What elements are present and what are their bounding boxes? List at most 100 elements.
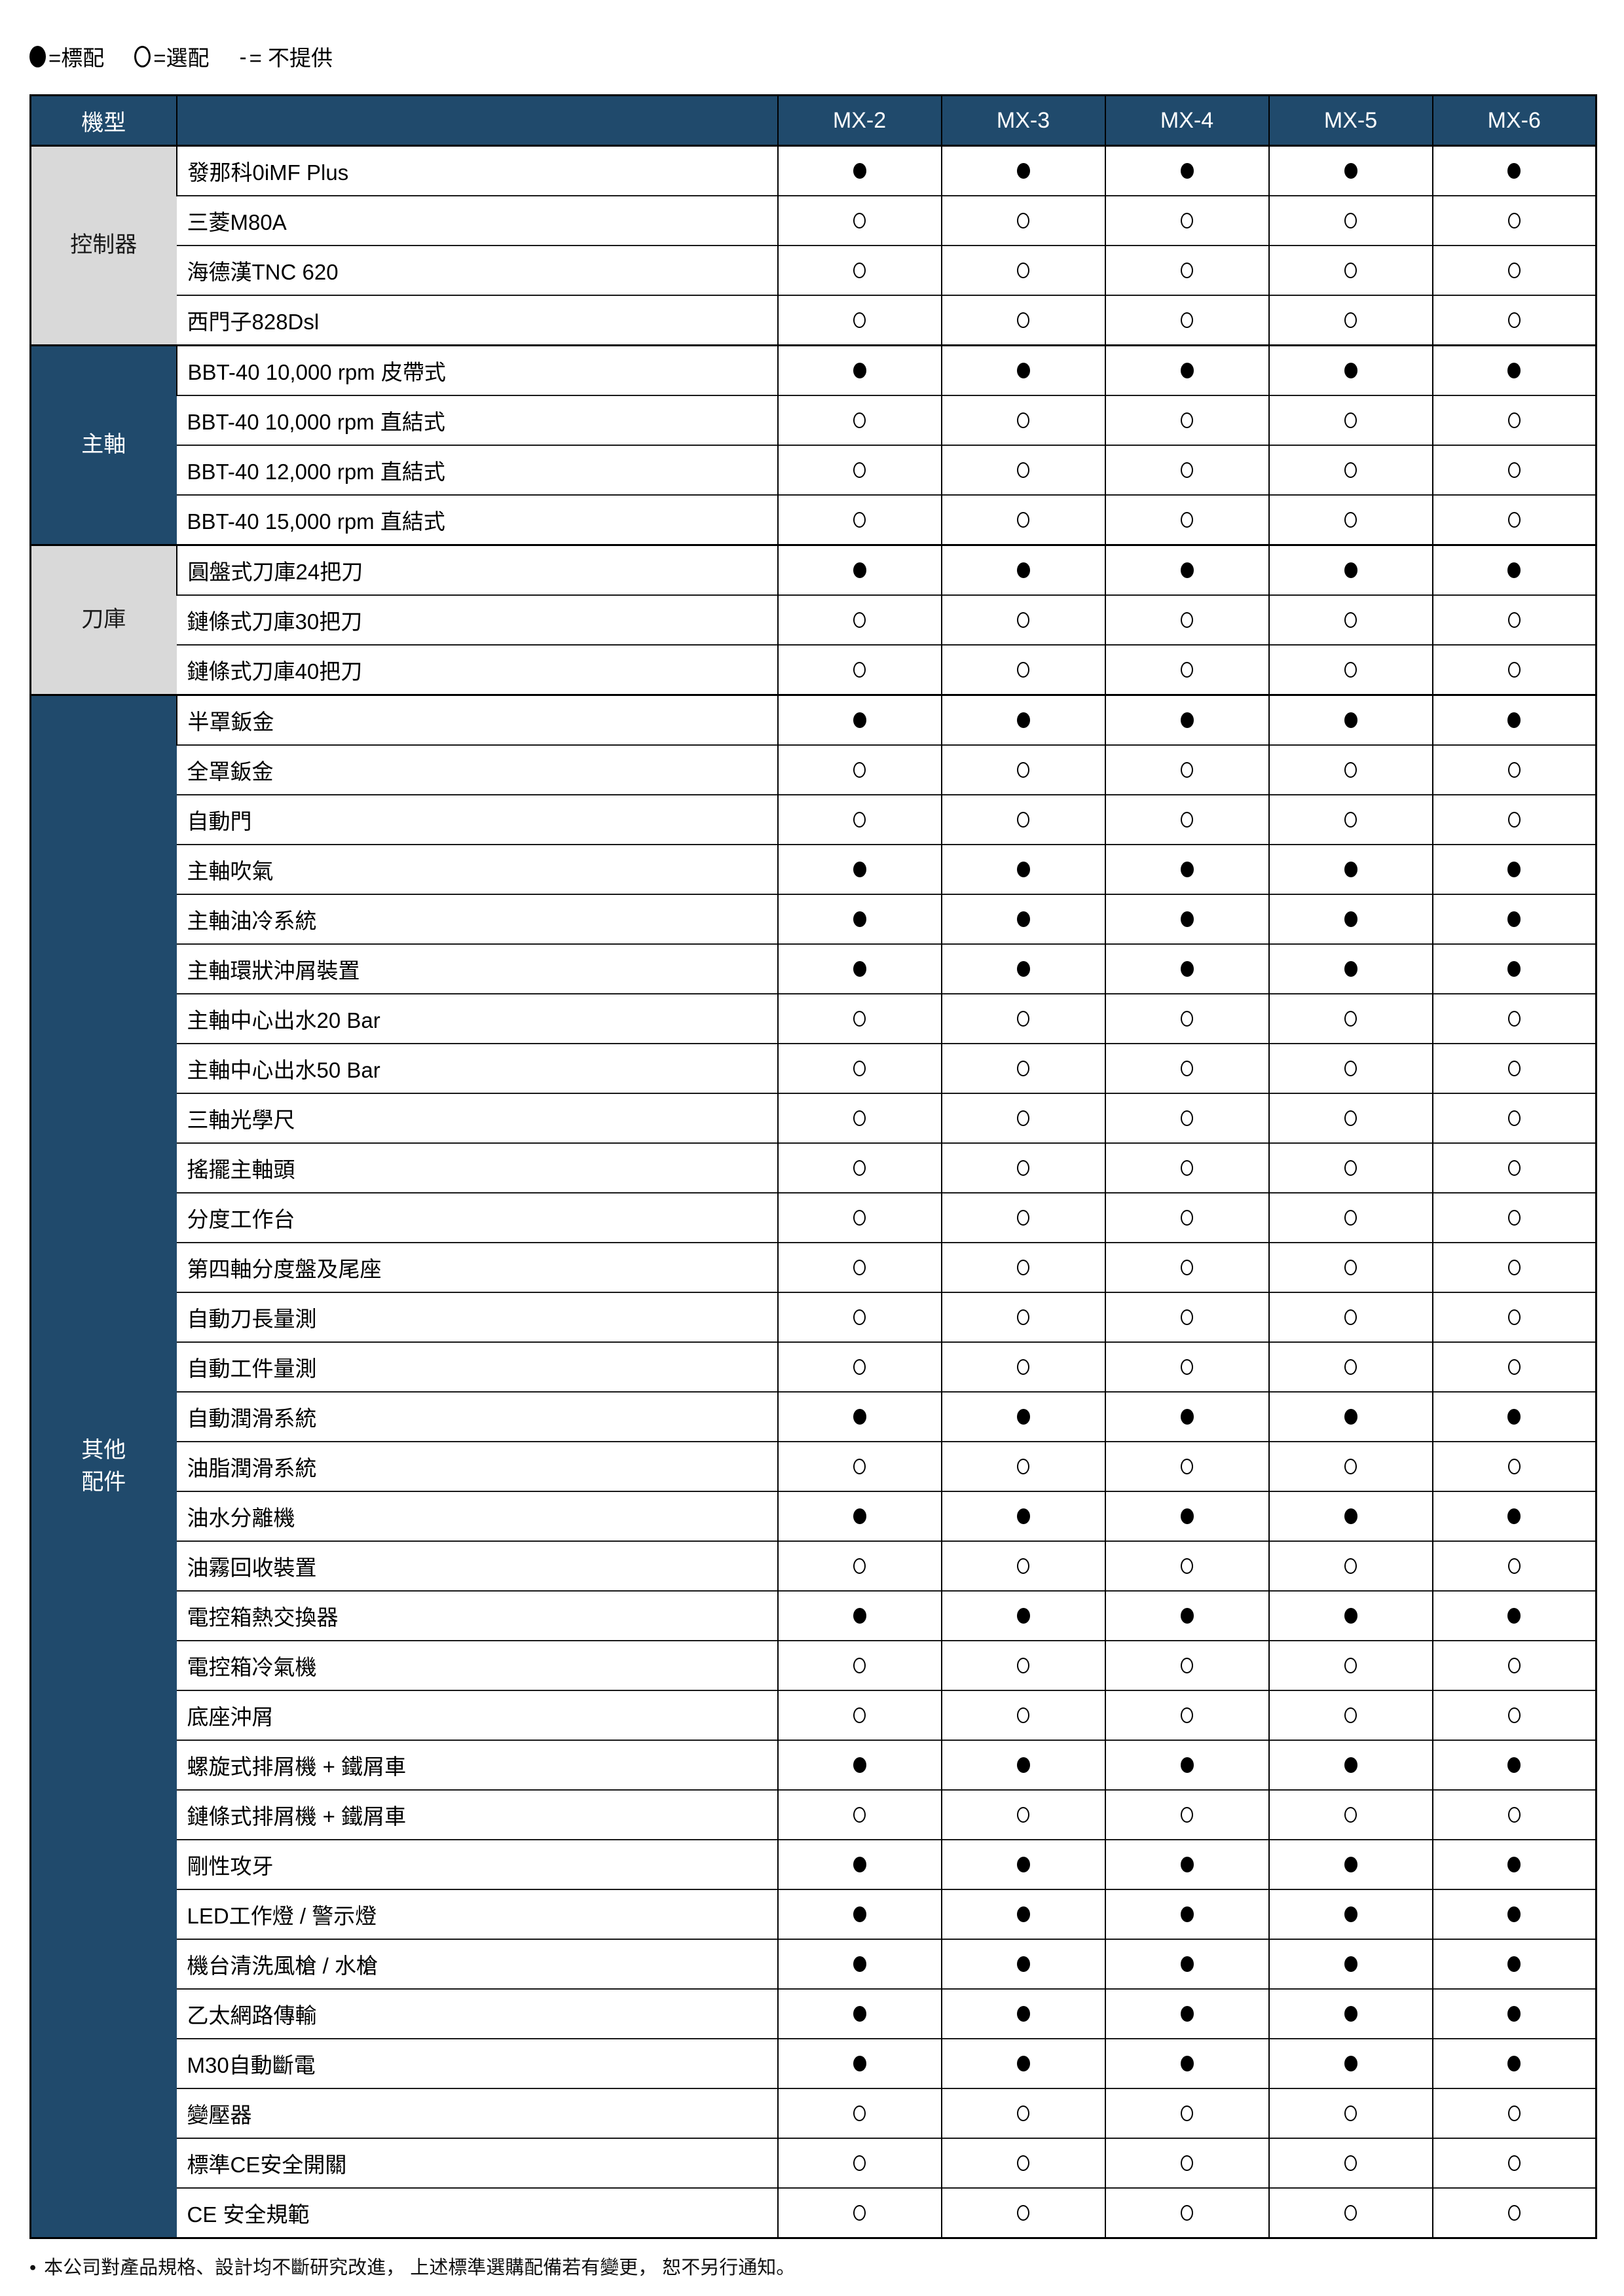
- standard-filled-circle-icon: [1016, 712, 1030, 728]
- optional-hollow-circle-icon: [853, 2105, 866, 2121]
- standard-filled-circle-icon: [853, 163, 866, 179]
- table-row: 控制器 發那科0iMF Plus: [30, 145, 1596, 346]
- footnote-text: 本公司對產品規格、設計均不斷研究改進， 上述標準選購配備若有變更， 恕不另行通知…: [44, 2257, 796, 2278]
- optional-hollow-circle-icon: [1507, 612, 1521, 628]
- row-label: 三菱M80A: [176, 195, 778, 246]
- value-cell-MX-5: [1268, 2088, 1433, 2138]
- optional-hollow-circle-icon: [1181, 412, 1193, 428]
- value-cell-MX-4: [1104, 245, 1269, 295]
- optional-hollow-circle-icon: [1344, 1110, 1357, 1126]
- value-cell-MX-4: [1104, 344, 1269, 395]
- optional-hollow-circle-icon: [1017, 512, 1029, 528]
- optional-hollow-circle-icon: [1181, 1707, 1193, 1723]
- standard-filled-circle-icon: [1507, 1857, 1521, 1872]
- value-cell-MX-4: [1104, 1441, 1269, 1491]
- optional-hollow-circle-icon: [853, 213, 866, 228]
- value-cell-MX-2: [777, 1391, 942, 1442]
- optional-hollow-circle-icon: [1181, 1061, 1193, 1076]
- optional-hollow-circle-icon: [1181, 1558, 1193, 1574]
- table-row: 鏈條式刀庫40把刀: [31, 644, 1596, 695]
- value-cell-MX-2: [777, 844, 942, 894]
- optional-hollow-circle-icon: [853, 1459, 866, 1474]
- standard-filled-circle-icon: [853, 1608, 866, 1624]
- value-cell-MX-6: [1431, 544, 1596, 595]
- value-cell-MX-4: [1104, 2138, 1269, 2188]
- value-cell-MX-4: [1104, 1142, 1269, 1193]
- value-cell-MX-3: [940, 1889, 1105, 1939]
- standard-filled-circle-icon: [1016, 1906, 1030, 1922]
- optional-hollow-circle-icon: [1017, 662, 1029, 678]
- group-label: 其他 配件: [30, 694, 177, 2238]
- value-cell-MX-4: [1104, 1292, 1269, 1342]
- row-label: 變壓器: [176, 2088, 778, 2138]
- optional-hollow-circle-icon: [1344, 1359, 1357, 1375]
- value-cell-MX-5: [1268, 295, 1433, 346]
- value-cell-MX-5: [1268, 1889, 1433, 1939]
- optional-hollow-circle-icon: [1507, 462, 1521, 478]
- optional-hollow-circle-icon: [1017, 1260, 1029, 1275]
- optional-hollow-circle-icon: [1181, 1160, 1193, 1176]
- value-cell-MX-6: [1431, 1192, 1596, 1243]
- optional-hollow-circle-icon: [1017, 612, 1029, 628]
- value-cell-MX-3: [940, 694, 1105, 745]
- value-cell-MX-5: [1268, 395, 1433, 445]
- header-mx-3: MX-3: [940, 95, 1105, 147]
- value-cell-MX-2: [777, 694, 942, 745]
- value-cell-MX-5: [1268, 1590, 1433, 1641]
- value-cell-MX-6: [1431, 1839, 1596, 1889]
- table-row: CE 安全規範: [31, 2187, 1596, 2238]
- value-cell-MX-4: [1104, 943, 1269, 994]
- optional-hollow-circle-icon: [853, 1011, 866, 1027]
- value-cell-MX-3: [940, 1939, 1105, 1989]
- value-cell-MX-4: [1104, 295, 1269, 346]
- value-cell-MX-6: [1431, 195, 1596, 246]
- value-cell-MX-2: [777, 1590, 942, 1641]
- value-cell-MX-5: [1268, 1988, 1433, 2039]
- value-cell-MX-2: [777, 1142, 942, 1193]
- standard-filled-circle-icon: [1016, 1956, 1030, 1972]
- value-cell-MX-4: [1104, 894, 1269, 944]
- standard-filled-circle-icon: [1344, 1409, 1357, 1425]
- standard-filled-circle-icon: [853, 1906, 866, 1922]
- spec-table: 機型 MX-2 MX-3 MX-4 MX-5 MX-6 控制器 發那科0iMF P…: [29, 94, 1597, 2239]
- optional-hollow-circle-icon: [1017, 1160, 1029, 1176]
- optional-hollow-circle-icon: [1344, 1807, 1357, 1823]
- table-row: 乙太網路傳輸: [31, 1988, 1596, 2039]
- optional-hollow-circle-icon: [1181, 462, 1193, 478]
- standard-filled-circle-icon: [853, 862, 866, 877]
- value-cell-MX-6: [1431, 1690, 1596, 1740]
- optional-hollow-circle-icon: [1181, 1210, 1193, 1226]
- table-row: BBT-40 12,000 rpm 直結式: [31, 445, 1596, 495]
- row-label: BBT-40 12,000 rpm 直結式: [176, 445, 778, 495]
- optional-hollow-circle-icon: [1181, 1260, 1193, 1275]
- value-cell-MX-3: [940, 1192, 1105, 1243]
- value-cell-MX-3: [940, 993, 1105, 1044]
- row-label: 自動工件量測: [176, 1341, 778, 1392]
- value-cell-MX-5: [1268, 794, 1433, 845]
- standard-filled-circle-icon: [1016, 862, 1030, 877]
- value-cell-MX-3: [940, 494, 1105, 545]
- optional-hollow-circle-icon: [1017, 2155, 1029, 2171]
- row-label: 油霧回收裝置: [176, 1540, 778, 1591]
- optional-hollow-circle-icon: [853, 1707, 866, 1723]
- legend-not-available-label: = 不提供: [249, 46, 333, 70]
- value-cell-MX-5: [1268, 1142, 1433, 1193]
- row-label: 螺旋式排屑機 + 鐵屑車: [176, 1740, 778, 1790]
- value-cell-MX-6: [1431, 1889, 1596, 1939]
- value-cell-MX-2: [777, 594, 942, 645]
- standard-filled-circle-icon: [1507, 911, 1521, 927]
- optional-hollow-circle-icon: [1507, 1359, 1521, 1375]
- value-cell-MX-5: [1268, 445, 1433, 495]
- standard-filled-circle-icon: [1016, 1857, 1030, 1872]
- value-cell-MX-4: [1104, 1043, 1269, 1093]
- standard-filled-circle-icon: [1507, 2006, 1521, 2022]
- value-cell-MX-4: [1104, 844, 1269, 894]
- value-cell-MX-3: [940, 794, 1105, 845]
- standard-filled-circle-icon: [1180, 562, 1194, 578]
- optional-hollow-circle-icon: [1017, 2205, 1029, 2221]
- value-cell-MX-3: [940, 2088, 1105, 2138]
- value-cell-MX-4: [1104, 395, 1269, 445]
- dash-icon: -: [239, 44, 247, 69]
- optional-hollow-circle-icon: [1017, 263, 1029, 278]
- optional-hollow-circle-icon: [1507, 1558, 1521, 1574]
